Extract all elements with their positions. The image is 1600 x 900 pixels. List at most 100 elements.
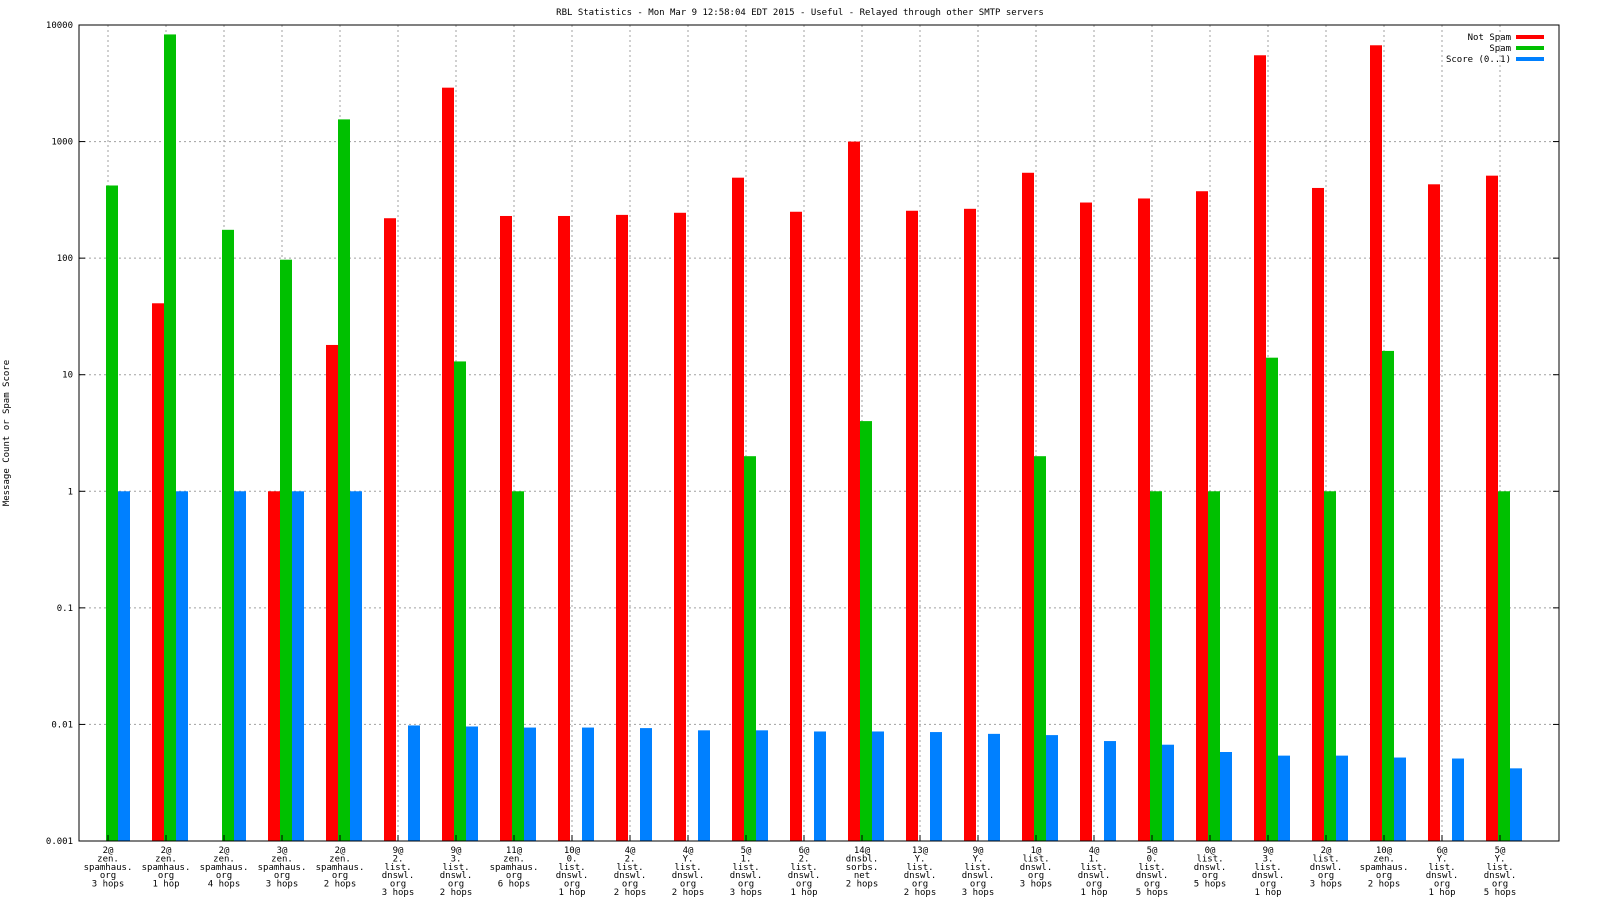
- bar-not-spam: [1138, 198, 1150, 842]
- x-tick-label-line: 4 hops: [208, 880, 241, 890]
- bar-not-spam: [1486, 175, 1498, 841]
- y-tick-label: 10: [62, 371, 73, 381]
- y-axis-label: Message Count or Spam Score: [2, 360, 12, 506]
- x-tick-label-line: 2 hops: [440, 888, 473, 898]
- bar-spam: [1382, 350, 1394, 841]
- x-tick-label-line: spamhaus.: [258, 863, 307, 873]
- x-tick-label: 2@ zen. spamhaus. org 3 hops: [84, 846, 133, 890]
- x-tick-label-line: dnswl.: [962, 871, 995, 881]
- x-tick-label-line: zen.: [271, 854, 293, 864]
- bar-spam: [1324, 491, 1336, 841]
- bar-not-spam: [442, 87, 454, 841]
- x-tick-label-line: list.: [1486, 863, 1513, 873]
- x-tick-label-line: 2@: [161, 846, 172, 856]
- x-tick-label-line: spamhaus.: [200, 863, 249, 873]
- x-tick-label-line: org: [1434, 880, 1450, 890]
- x-tick-label-line: 11@: [506, 846, 523, 856]
- x-tick-label-line: dnswl.: [1484, 871, 1517, 881]
- x-tick-label-line: Y.: [915, 854, 926, 864]
- bar-score-0-1: [1394, 757, 1406, 841]
- bar-spam: [106, 185, 118, 841]
- x-tick-label: 4@ 1. list. dnswl. org 1 hop: [1078, 846, 1111, 898]
- x-tick-label-line: dnswl.: [556, 871, 589, 881]
- x-tick-label-line: list.: [674, 863, 701, 873]
- x-tick-label: 2@ zen. spamhaus. org 1 hop: [142, 846, 191, 890]
- bar-spam: [1266, 357, 1278, 841]
- x-tick-label-line: org: [1318, 871, 1334, 881]
- legend-label: Score (0..1): [1446, 55, 1511, 65]
- x-tick-label-line: 10@: [564, 846, 581, 856]
- x-tick-label-line: dnswl.: [788, 871, 821, 881]
- x-tick-label-line: 2@: [219, 846, 230, 856]
- x-tick-label-line: 1.: [1089, 854, 1100, 864]
- x-tick-label-line: 2 hops: [324, 880, 357, 890]
- x-tick-label-line: dnswl.: [1078, 871, 1111, 881]
- legend-swatch: [1516, 57, 1544, 61]
- x-tick-label-line: 3.: [1263, 854, 1274, 864]
- bar-spam: [860, 421, 872, 841]
- bar-score-0-1: [988, 733, 1000, 841]
- x-tick-label-line: zen.: [155, 854, 177, 864]
- bar-spam: [164, 34, 176, 842]
- bar-not-spam: [152, 303, 164, 841]
- x-tick-label-line: org: [158, 871, 174, 881]
- x-tick-label-line: 2@: [1321, 846, 1332, 856]
- x-tick-label: 5@ 1. list. dnswl. org 3 hops: [730, 846, 763, 898]
- x-tick-label: 6@ 2. list. dnswl. org 1 hop: [788, 846, 821, 898]
- x-tick-label: 9@ 2. list. dnswl. org 3 hops: [382, 846, 415, 898]
- x-tick-label: 9@ 3. list. dnswl. org 2 hops: [440, 846, 473, 898]
- x-tick-label: 2@ zen. spamhaus. org 4 hops: [200, 846, 249, 890]
- bars: [106, 34, 1522, 842]
- x-tick-label-line: list.: [1138, 863, 1165, 873]
- x-tick-label-line: dnswl.: [440, 871, 473, 881]
- x-tick-label-line: sorbs.: [846, 863, 879, 873]
- x-tick-label-line: zen.: [503, 854, 525, 864]
- x-tick-label-line: org: [1086, 880, 1102, 890]
- x-tick-label-line: list.: [616, 863, 643, 873]
- x-tick-label-line: 0.: [1147, 854, 1158, 864]
- x-tick-label-line: org: [1028, 871, 1044, 881]
- x-tick-label-line: org: [796, 880, 812, 890]
- x-tick-label-line: spamhaus.: [1360, 863, 1409, 873]
- x-tick-label-line: 5@: [1495, 846, 1506, 856]
- x-tick-label-line: org: [100, 871, 116, 881]
- bar-score-0-1: [872, 731, 884, 841]
- x-tick-label-line: org: [390, 880, 406, 890]
- x-tick-label-line: 3.: [451, 854, 462, 864]
- bar-not-spam: [674, 212, 686, 841]
- bar-not-spam: [1196, 191, 1208, 841]
- x-tick-label-line: org: [680, 880, 696, 890]
- x-tick-label-line: 2.: [625, 854, 636, 864]
- x-tick-label: 11@ zen. spamhaus. org 6 hops: [490, 846, 539, 890]
- x-tick-label-line: zen.: [1373, 854, 1395, 864]
- x-tick-label-line: 5 hops: [1136, 888, 1169, 898]
- x-tick-label-line: org: [970, 880, 986, 890]
- x-tick-label-line: Y.: [683, 854, 694, 864]
- bar-not-spam: [500, 215, 512, 842]
- bar-not-spam: [384, 218, 396, 842]
- bar-score-0-1: [1510, 768, 1522, 841]
- legend-swatch: [1516, 35, 1544, 39]
- x-tick-label-line: 14@: [854, 846, 871, 856]
- x-tick-label: 2@ list. dnswl. org 3 hops: [1310, 846, 1343, 890]
- x-tick-label-line: list.: [964, 863, 991, 873]
- x-tick-label-line: org: [274, 871, 290, 881]
- x-tick-label-line: list.: [790, 863, 817, 873]
- y-tick-label: 0.01: [51, 720, 73, 730]
- legend-label: Not Spam: [1468, 33, 1511, 43]
- bar-score-0-1: [930, 732, 942, 841]
- x-tick-label-line: 6 hops: [498, 880, 531, 890]
- x-tick-label: 13@ Y. list. dnswl. org 2 hops: [904, 846, 937, 898]
- x-tick-label-line: org: [506, 871, 522, 881]
- y-tick-label: 1: [68, 487, 73, 497]
- y-axis-ticks: 0.001 0.01 0.1 1 10 100 1000 10000: [46, 21, 1559, 847]
- bar-not-spam: [1428, 184, 1440, 842]
- x-tick-label-line: zen.: [97, 854, 119, 864]
- bar-not-spam: [616, 214, 628, 841]
- x-tick-label-line: org: [448, 880, 464, 890]
- x-tick-label-line: spamhaus.: [490, 863, 539, 873]
- bar-score-0-1: [466, 726, 478, 841]
- x-tick-label-line: 3 hops: [962, 888, 995, 898]
- bar-not-spam: [558, 215, 570, 842]
